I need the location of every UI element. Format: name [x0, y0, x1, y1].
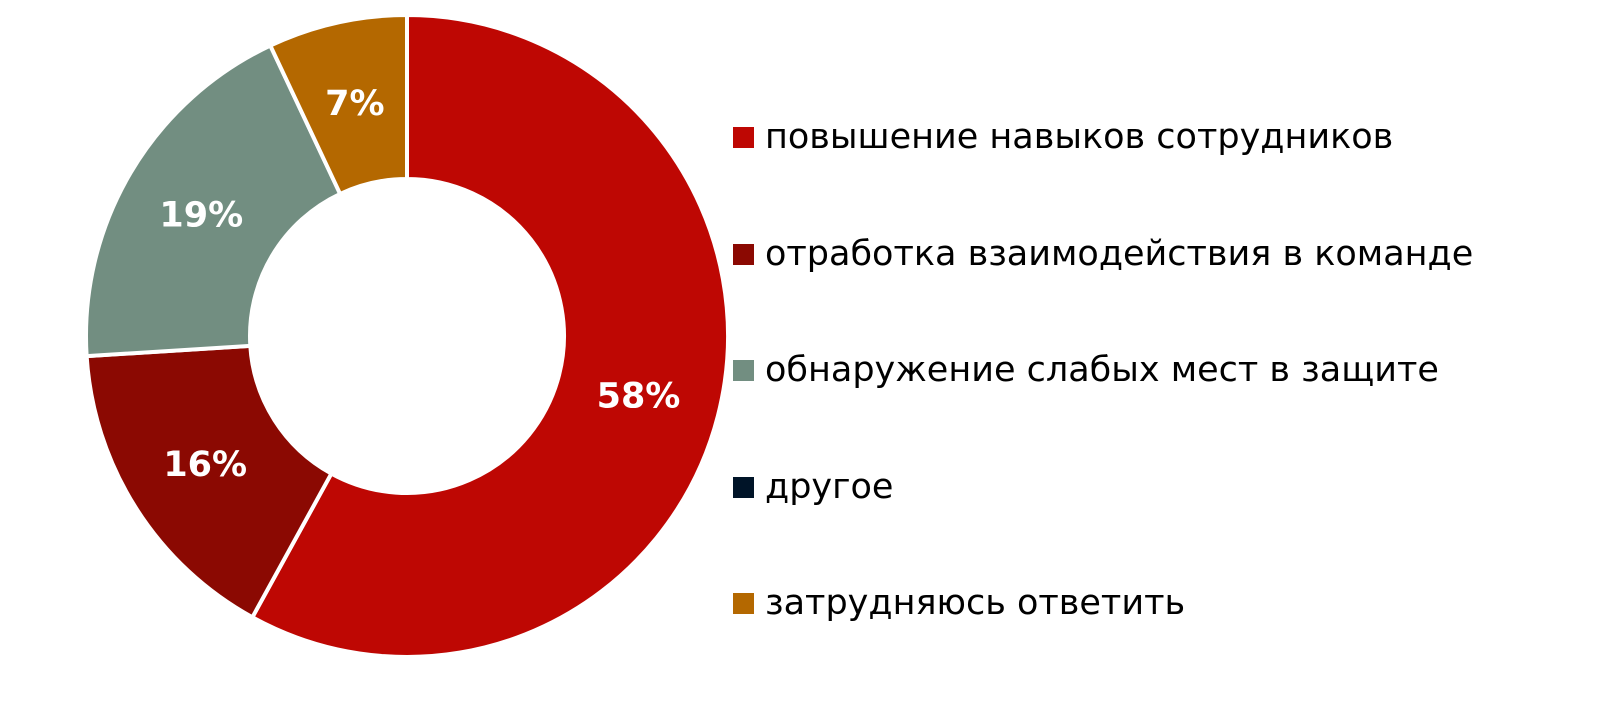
- legend-swatch: [733, 592, 754, 614]
- legend-item: отработка взаимодействия в команде: [733, 232, 1473, 276]
- legend-label: другое: [765, 467, 894, 507]
- legend-label: повышение навыков сотрудников: [765, 117, 1394, 157]
- slice-1: [84, 343, 335, 621]
- data-label-2: 19%: [159, 195, 243, 235]
- legend-label: затрудняюсь ответить: [765, 583, 1186, 623]
- legend-item: затрудняюсь ответить: [733, 581, 1185, 625]
- data-label-1: 16%: [163, 445, 247, 485]
- data-label-4: 7%: [325, 84, 384, 124]
- legend-swatch: [733, 476, 754, 498]
- legend-swatch: [733, 243, 754, 265]
- legend-swatch: [733, 359, 754, 381]
- legend-item: обнаружение слабых мест в защите: [733, 348, 1439, 392]
- legend-swatch: [733, 126, 754, 148]
- legend-item: повышение навыков сотрудников: [733, 115, 1393, 159]
- legend-label: обнаружение слабых мест в защите: [765, 350, 1439, 390]
- data-label-0: 58%: [597, 376, 681, 416]
- slice-0: [249, 12, 730, 659]
- slice-4: [267, 12, 409, 197]
- legend-label: отработка взаимодействия в команде: [765, 234, 1474, 274]
- donut-chart: 58% 16% 19% 7%: [84, 12, 730, 659]
- legend-item: другое: [733, 465, 893, 509]
- slice-2: [84, 42, 343, 359]
